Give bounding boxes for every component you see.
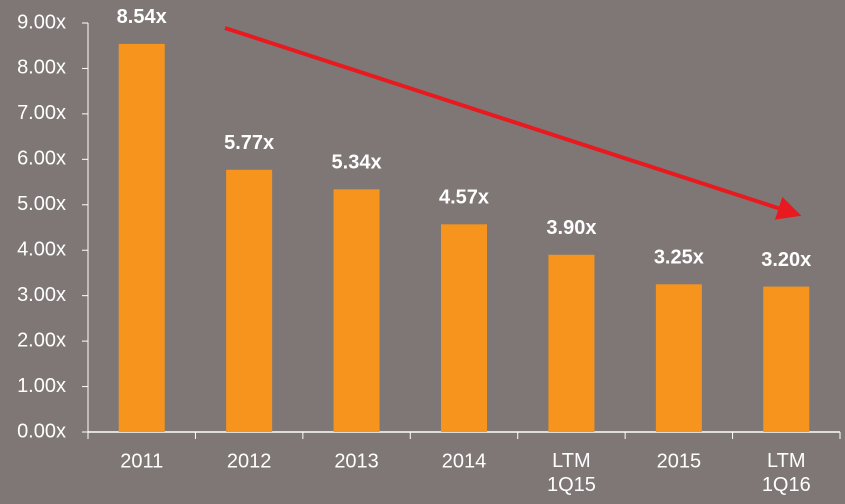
y-tick-label: 1.00x: [17, 375, 66, 397]
value-label: 4.57x: [439, 187, 489, 209]
bar: [655, 284, 702, 432]
x-tick-label: 2013: [334, 450, 379, 472]
y-tick-label: 3.00x: [17, 284, 66, 306]
x-tick-label: 2014: [442, 450, 487, 472]
y-tick-label: 4.00x: [17, 239, 66, 261]
y-tick-label: 8.00x: [17, 57, 66, 79]
value-label: 3.90x: [546, 217, 596, 239]
trend-arrow: [224, 26, 802, 220]
y-tick-label: 0.00x: [17, 420, 66, 442]
x-tick-label: 2012: [227, 450, 272, 472]
value-label: 8.54x: [117, 6, 167, 28]
value-label: 3.25x: [654, 247, 704, 269]
x-tick-label: LTM 1Q16: [762, 450, 811, 496]
bar: [118, 43, 165, 432]
bar: [226, 169, 273, 432]
y-tick-label: 9.00x: [17, 11, 66, 33]
bar: [548, 254, 595, 432]
bar: [333, 189, 380, 432]
value-label: 3.20x: [761, 249, 811, 271]
y-tick-label: 2.00x: [17, 329, 66, 351]
x-tick-label: LTM 1Q15: [547, 450, 596, 496]
value-label: 5.34x: [332, 152, 382, 174]
y-tick-label: 5.00x: [17, 193, 66, 215]
x-tick-label: 2015: [657, 450, 702, 472]
y-tick-label: 6.00x: [17, 148, 66, 170]
x-tick-label: 2011: [120, 450, 163, 472]
bar: [763, 286, 810, 432]
value-label: 5.77x: [224, 132, 274, 154]
bar: [441, 224, 487, 432]
y-tick-label: 7.00x: [17, 102, 66, 124]
